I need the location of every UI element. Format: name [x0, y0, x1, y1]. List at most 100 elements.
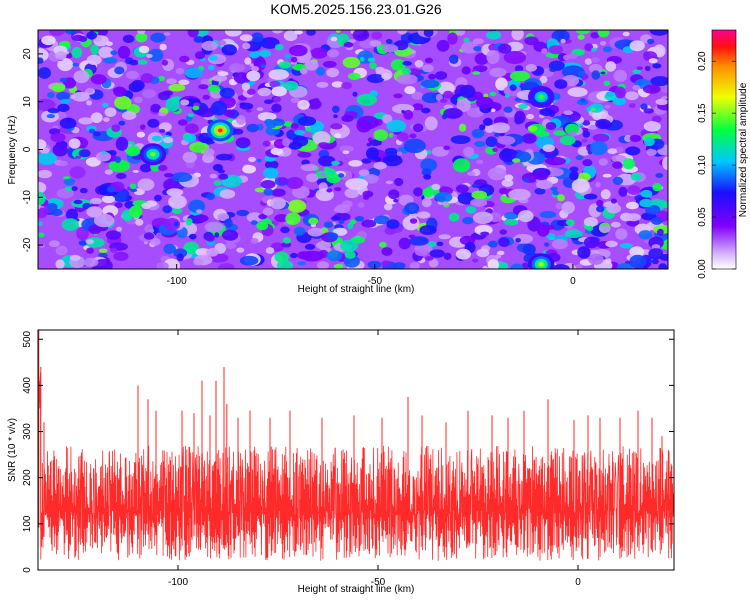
- spectrogram-cell: [401, 68, 412, 75]
- spectrogram-cell: [414, 60, 424, 68]
- spectrogram-cell: [218, 263, 235, 269]
- spectrogram-cell: [518, 103, 528, 109]
- spectrogram-cell: [139, 163, 152, 173]
- spectrogram-cell: [649, 30, 668, 36]
- spectrogram-cell: [586, 225, 594, 231]
- spectrogram-cell: [402, 61, 413, 66]
- spectrogram-cell: [41, 35, 56, 46]
- spectrogram-cell: [162, 205, 172, 214]
- spectrogram-cell: [38, 191, 46, 206]
- spectrogram-cell: [374, 156, 382, 162]
- spectrogram-cell: [166, 78, 177, 85]
- spectrogram-cell: [369, 90, 378, 98]
- spectrogram-cell: [569, 131, 577, 137]
- spectrogram-cell: [318, 142, 330, 148]
- spectrogram-cell: [245, 109, 252, 113]
- spectrogram-cell: [456, 184, 469, 194]
- spectrogram-cell: [208, 84, 220, 93]
- spectrogram-cell: [308, 217, 319, 225]
- spectrogram-cell: [629, 134, 642, 142]
- spectrogram-cell: [639, 198, 654, 208]
- snr-x-ticks: -100 -50 0: [168, 330, 581, 588]
- spectrogram-cell: [559, 135, 576, 146]
- spectrogram-cell: [582, 130, 590, 138]
- spectrogram-cell: [456, 98, 471, 112]
- spectrogram-cell: [316, 261, 330, 269]
- snr-x-label: Height of straight line (km): [298, 584, 415, 595]
- spectrogram-cell: [345, 178, 368, 190]
- y-tick-label: 20: [22, 48, 33, 60]
- spectrogram-cell: [213, 180, 222, 186]
- spectrogram-cell: [472, 38, 484, 45]
- spectrogram-hotspot: [538, 94, 544, 99]
- spectrogram-cell: [269, 80, 281, 88]
- spectrogram-cell: [163, 218, 181, 231]
- spectrogram-cell: [51, 83, 66, 93]
- spectrogram-cell: [115, 173, 127, 180]
- spectrogram-cell: [198, 132, 212, 144]
- spectrogram-cell: [412, 123, 424, 133]
- spectrogram-cell: [219, 87, 235, 99]
- spectrogram-cell: [73, 70, 90, 84]
- spectrogram-cell: [352, 30, 370, 41]
- spectrogram-cell: [554, 79, 568, 89]
- spectrogram-cell: [421, 92, 441, 104]
- spectrogram-cell: [85, 239, 94, 245]
- spectrogram-cell: [539, 211, 557, 219]
- spectrogram-cell: [281, 242, 292, 248]
- spectrogram-cell: [330, 216, 341, 221]
- spectrogram-cell: [419, 225, 437, 235]
- spectrogram-cell: [262, 207, 274, 216]
- spectrogram-cell: [472, 258, 479, 263]
- spectrogram-cell: [294, 129, 306, 136]
- spectrogram-cell: [326, 188, 333, 193]
- spectrogram-x-label: Height of straight line (km): [298, 284, 415, 295]
- spectrogram-cell: [490, 108, 496, 113]
- colorbar-tick-label: 0.15: [697, 103, 708, 123]
- spectrogram-cell: [361, 158, 372, 164]
- snr-peaks: [38, 330, 673, 545]
- spectrogram-cell: [38, 57, 44, 64]
- spectrogram-cell: [283, 30, 298, 41]
- spectrogram-cell: [168, 83, 186, 92]
- spectrogram-cell: [211, 75, 228, 82]
- spectrogram-cell: [610, 198, 617, 204]
- spectrogram-cell: [497, 135, 516, 145]
- spectrogram-cell: [602, 173, 612, 178]
- spectrogram-cell: [148, 48, 164, 62]
- spectrogram-cell: [465, 205, 477, 214]
- spectrogram-cell: [78, 240, 88, 246]
- spectrogram-cell: [38, 169, 52, 179]
- spectrogram-cell: [98, 46, 114, 59]
- spectrogram-cell: [542, 144, 555, 153]
- spectrogram-cell: [373, 129, 388, 142]
- y-tick-label: -10: [22, 190, 33, 205]
- spectrogram-cell: [596, 205, 605, 213]
- spectrogram-cell: [114, 95, 132, 110]
- spectrogram-cell: [644, 137, 655, 147]
- spectrogram-cell: [38, 181, 47, 194]
- spectrogram-cell: [239, 34, 253, 42]
- spectrogram-cell: [471, 183, 479, 188]
- spectrogram-cell: [110, 247, 118, 253]
- spectrogram-cell: [462, 216, 474, 225]
- spectrogram-cell: [600, 41, 607, 46]
- spectrogram-cell: [156, 261, 169, 269]
- spectrogram-cell: [79, 187, 88, 194]
- spectrogram-cell: [474, 53, 489, 65]
- spectrogram-cell: [90, 112, 103, 123]
- spectrogram-cell: [402, 105, 410, 111]
- snr-frame: [37, 329, 675, 571]
- spectrogram-cell: [162, 137, 174, 144]
- spectrogram-cell: [515, 238, 521, 243]
- spectrogram-cell: [352, 91, 358, 97]
- spectrogram-cell: [108, 159, 131, 173]
- spectrogram-cell: [618, 186, 628, 197]
- spectrogram-cell: [95, 151, 112, 162]
- spectrogram-cell: [270, 197, 286, 210]
- spectrogram-cell: [470, 198, 488, 207]
- spectrogram-cell: [72, 62, 80, 67]
- spectrogram-cell: [168, 195, 187, 209]
- spectrogram-cell: [72, 34, 84, 42]
- spectrogram-cell: [142, 89, 156, 99]
